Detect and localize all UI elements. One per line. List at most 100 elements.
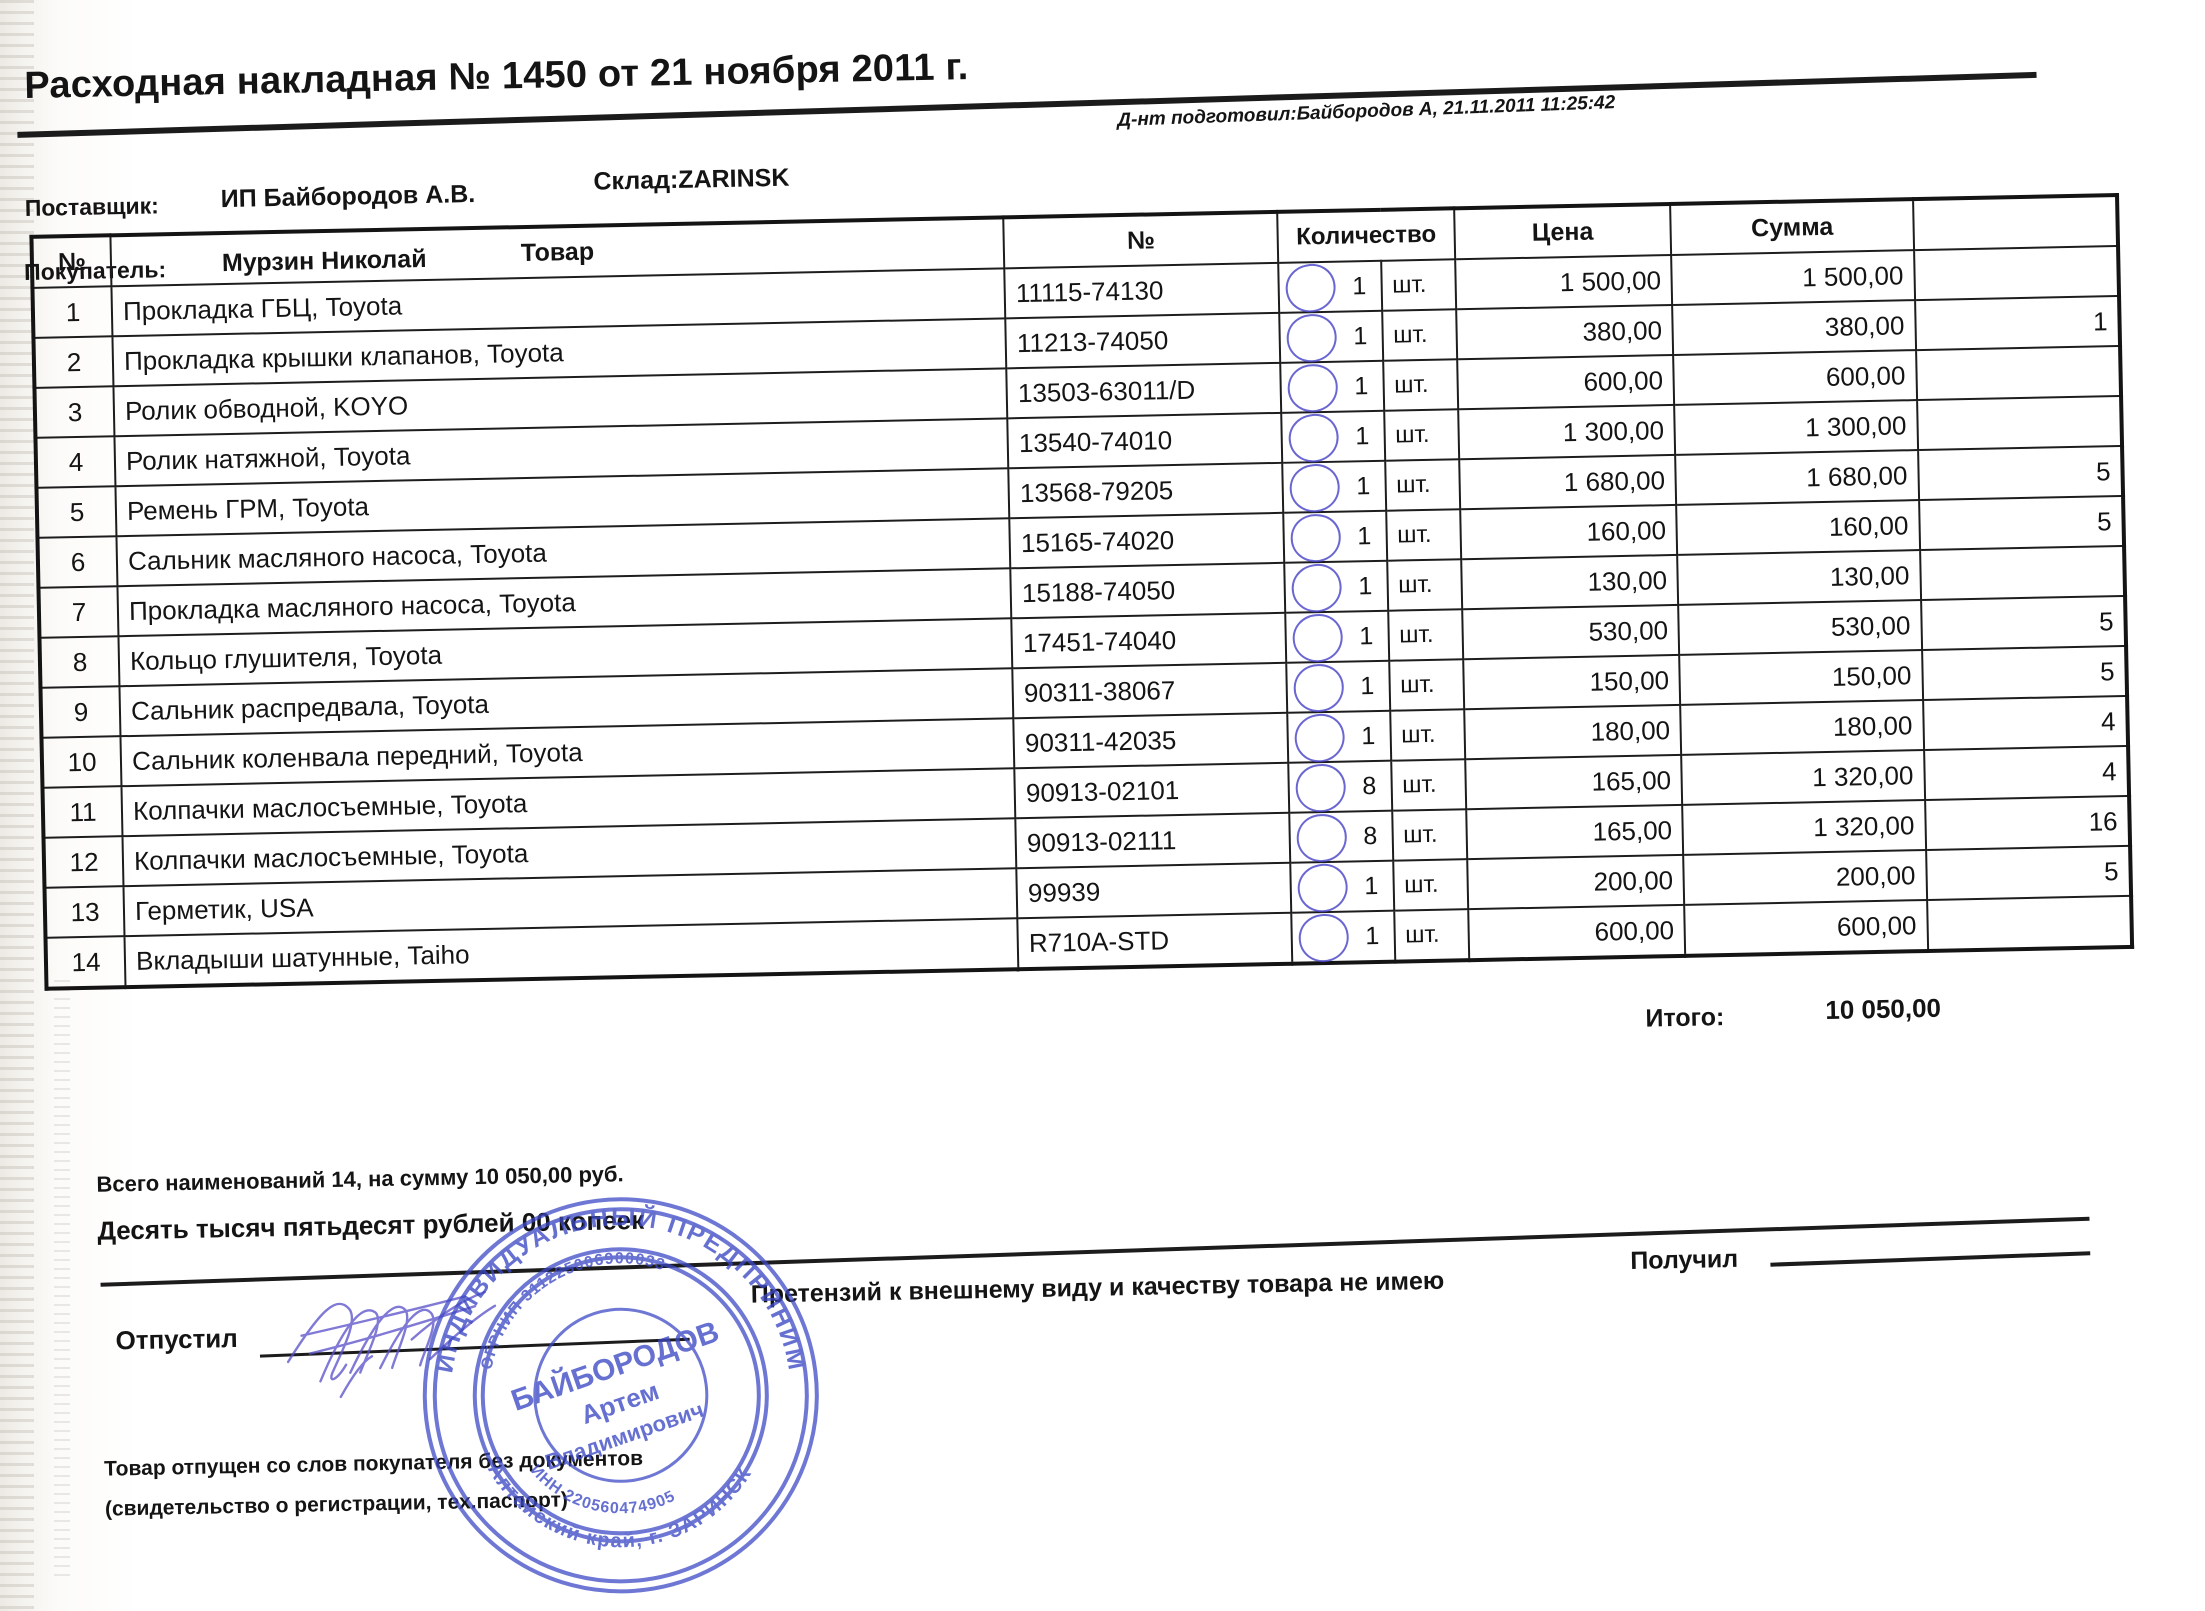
cell-extra: 16 <box>1924 795 2131 850</box>
cell-price: 150,00 <box>1462 654 1681 710</box>
cell-unit: шт. <box>1386 559 1462 611</box>
cell-row-number: 6 <box>37 536 118 588</box>
cell-quantity: 8 <box>1289 810 1393 863</box>
cell-quantity: 1 <box>1287 709 1391 767</box>
cell-sum: 1 320,00 <box>1682 800 1926 855</box>
cell-quantity: 1 <box>1280 360 1384 413</box>
handwritten-circle-icon <box>1288 559 1347 617</box>
cell-extra <box>1926 895 2133 951</box>
claims-disclaimer: Претензий к внешнему виду и качеству тов… <box>750 1266 1445 1309</box>
released-signature-line <box>259 1337 690 1358</box>
cell-price: 165,00 <box>1465 804 1684 860</box>
quantity-value: 1 <box>1357 521 1372 550</box>
cell-unit: шт. <box>1381 309 1457 361</box>
cell-row-number: 4 <box>35 436 116 488</box>
cell-quantity: 1 <box>1279 310 1383 365</box>
quantity-value: 1 <box>1359 621 1374 650</box>
cell-article: 90311-42035 <box>1013 712 1289 769</box>
cell-extra <box>1915 345 2122 401</box>
quantity-value: 1 <box>1365 921 1380 950</box>
quantity-value: 1 <box>1358 571 1373 600</box>
cell-price: 165,00 <box>1464 754 1683 810</box>
cell-quantity: 1 <box>1283 510 1387 563</box>
cell-row-number: 12 <box>43 836 124 888</box>
cell-article: 90913-02111 <box>1015 812 1291 869</box>
handwritten-circle-icon <box>1294 761 1349 815</box>
cell-unit: шт. <box>1385 509 1461 561</box>
cell-unit: шт. <box>1382 359 1458 411</box>
cell-sum: 530,00 <box>1678 600 1922 655</box>
col-header-extra <box>1912 195 2119 251</box>
col-header-price: Цена <box>1453 203 1672 260</box>
cell-unit: шт. <box>1389 709 1465 761</box>
cell-unit: шт. <box>1393 909 1469 962</box>
line-items-table-wrap: № Товар № Количество Цена Сумма 1 Проклад… <box>29 192 2135 1035</box>
note-line-1: Товар отпущен со слов покупателя без док… <box>103 1446 644 1481</box>
amount-in-words: Десять тысяч пятьдесят рублей 00 копеек <box>97 1204 645 1246</box>
cell-quantity: 1 <box>1290 859 1394 917</box>
cell-row-number: 14 <box>45 936 126 989</box>
quantity-value: 1 <box>1364 871 1379 900</box>
cell-extra: 1 <box>1914 296 2121 351</box>
cell-extra: 4 <box>1923 745 2130 801</box>
stamp-top-arc-text: ИНДИВИДУАЛЬНЫЙ ПРЕДПРИНИМАТЕЛЬ <box>386 1161 811 1422</box>
cell-price: 180,00 <box>1463 704 1682 760</box>
cell-article: 90913-02101 <box>1014 762 1290 819</box>
handwritten-circle-icon <box>1297 911 1352 965</box>
cell-extra: 5 <box>1921 645 2128 701</box>
cell-sum: 1 680,00 <box>1675 450 1919 505</box>
cell-sum: 1 300,00 <box>1674 400 1918 455</box>
handwritten-circle-icon <box>1294 859 1353 917</box>
cell-article: 17451-74040 <box>1011 612 1287 669</box>
cell-row-number: 2 <box>33 336 114 388</box>
cell-quantity: 1 <box>1281 409 1385 467</box>
handwritten-circle-icon <box>1282 259 1341 317</box>
summary-line: Всего наименований 14, на сумму 10 050,0… <box>96 1161 624 1197</box>
received-label: Получил <box>1630 1244 1739 1276</box>
cell-row-number: 7 <box>38 586 119 638</box>
cell-article: 15188-74050 <box>1010 562 1286 619</box>
cell-price: 380,00 <box>1455 304 1674 360</box>
handwritten-circle-icon <box>1296 813 1348 863</box>
quantity-value: 1 <box>1353 321 1368 350</box>
cell-quantity: 1 <box>1284 559 1388 617</box>
cell-article: 99939 <box>1016 862 1292 919</box>
cell-row-number: 1 <box>32 286 113 338</box>
quantity-value: 8 <box>1362 771 1377 800</box>
handwritten-circle-icon <box>1285 312 1340 365</box>
cell-extra <box>1919 545 2126 601</box>
cell-sum: 200,00 <box>1683 849 1927 905</box>
handwritten-circle-icon <box>1293 663 1345 713</box>
cell-sum: 600,00 <box>1673 350 1917 405</box>
cell-price: 600,00 <box>1467 904 1686 961</box>
cell-price: 160,00 <box>1459 504 1678 560</box>
cell-unit: шт. <box>1383 409 1459 461</box>
col-header-article: № <box>1003 211 1279 269</box>
cell-quantity: 8 <box>1288 760 1392 815</box>
cell-row-number: 10 <box>41 736 122 788</box>
handwritten-circle-icon <box>1290 513 1342 563</box>
quantity-value: 8 <box>1363 821 1378 850</box>
cell-unit: шт. <box>1392 859 1468 911</box>
handwritten-circle-icon <box>1291 611 1346 665</box>
cell-quantity: 1 <box>1291 910 1395 965</box>
cell-row-number: 5 <box>36 486 117 538</box>
cell-article: 13540-74010 <box>1007 412 1283 469</box>
cell-extra: 4 <box>1922 695 2129 751</box>
cell-price: 1 680,00 <box>1458 454 1677 510</box>
page-title: Расходная накладная № 1450 от 21 ноября … <box>23 46 969 107</box>
handwritten-circle-icon <box>1287 363 1339 413</box>
cell-article: 13568-79205 <box>1008 462 1284 519</box>
cell-price: 1 300,00 <box>1457 404 1676 460</box>
cell-row-number: 8 <box>39 636 120 688</box>
col-header-sum: Сумма <box>1670 199 1914 255</box>
cell-article: 13503-63011/D <box>1006 362 1282 419</box>
cell-quantity: 1 <box>1282 460 1386 515</box>
warehouse-value: Склад:ZARINSK <box>593 163 790 196</box>
cell-price: 130,00 <box>1460 554 1679 610</box>
cell-price: 600,00 <box>1456 354 1675 410</box>
quantity-value: 1 <box>1355 421 1370 450</box>
col-header-num: № <box>31 235 112 288</box>
cell-price: 1 500,00 <box>1454 254 1673 310</box>
cell-sum: 1 320,00 <box>1681 750 1925 805</box>
